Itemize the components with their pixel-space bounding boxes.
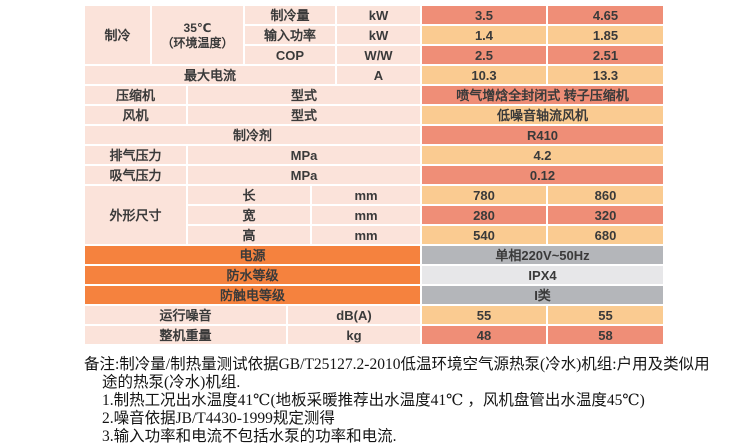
discharge-pressure-label: 排气压力 — [85, 146, 186, 164]
width-unit: mm — [312, 206, 420, 224]
discharge-pressure-value: 4.2 — [422, 146, 663, 164]
row-cooling-capacity: 制冷量 kW 3.5 4.65 — [245, 6, 663, 24]
length-value-1: 780 — [422, 186, 546, 204]
row-power-supply: 电源 单相220V~50Hz — [85, 246, 663, 264]
power-supply-label: 电源 — [85, 246, 420, 264]
row-weight: 整机重量 kg 48 58 — [85, 326, 663, 344]
row-shock-protection: 防触电等级 I类 — [85, 286, 663, 304]
waterproof-rating-value: IPX4 — [422, 266, 663, 284]
input-power-label: 输入功率 — [245, 26, 335, 44]
row-group-cooling: 制冷 35℃ （环境温度） 制冷量 kW 3.5 4.65 输入功率 kW 1.… — [85, 6, 663, 64]
row-fan: 风机 型式 低噪音轴流风机 — [85, 106, 663, 124]
refrigerant-label: 制冷剂 — [85, 126, 420, 144]
ambient-temp-value: 35℃ — [183, 20, 212, 35]
footnote-item-2: 2.噪音依据JB/T4430-1999规定测得 — [102, 410, 335, 427]
input-power-unit: kW — [337, 26, 420, 44]
fan-label: 风机 — [85, 106, 186, 124]
footnote-item-1: 1.制热工况出水温度41℃(地板采暖推荐出水温度41℃ ，风机盘管出水温度45℃… — [102, 392, 645, 409]
cooling-capacity-unit: kW — [337, 6, 420, 24]
height-value-1: 540 — [422, 226, 546, 244]
weight-unit: kg — [288, 326, 420, 344]
width-label: 宽 — [188, 206, 310, 224]
row-refrigerant: 制冷剂 R410 — [85, 126, 663, 144]
suction-pressure-value: 0.12 — [422, 166, 663, 184]
length-unit: mm — [312, 186, 420, 204]
footnotes: 备注:制冷量/制热量测试依据GB/T25127.2-2010低温环境空气源热泵(… — [84, 356, 724, 446]
cooling-capacity-value-2: 4.65 — [548, 6, 663, 24]
cop-value-2: 2.51 — [548, 46, 663, 64]
spec-table: 制冷 35℃ （环境温度） 制冷量 kW 3.5 4.65 输入功率 kW 1.… — [85, 6, 663, 346]
noise-value-1: 55 — [422, 306, 546, 324]
footnote-line-1: 备注:制冷量/制热量测试依据GB/T25127.2-2010低温环境空气源热泵(… — [84, 356, 710, 373]
cooling-capacity-label: 制冷量 — [245, 6, 335, 24]
max-current-unit: A — [337, 66, 420, 84]
noise-value-2: 55 — [548, 306, 663, 324]
cop-label: COP — [245, 46, 335, 64]
row-suction-pressure: 吸气压力 MPa 0.12 — [85, 166, 663, 184]
fan-type-value: 低噪音轴流风机 — [422, 106, 663, 124]
max-current-value-2: 13.3 — [548, 66, 663, 84]
cooling-capacity-value-1: 3.5 — [422, 6, 546, 24]
refrigerant-value: R410 — [422, 126, 663, 144]
footnote-item-3: 3.输入功率和电流不包括水泵的功率和电流. — [102, 428, 397, 445]
ambient-temp-caption: （环境温度） — [161, 35, 234, 50]
height-value-2: 680 — [548, 226, 663, 244]
row-length: 长 mm 780 860 — [188, 186, 663, 204]
row-input-power: 输入功率 kW 1.4 1.85 — [245, 26, 663, 44]
weight-value-1: 48 — [422, 326, 546, 344]
max-current-label: 最大电流 — [85, 66, 335, 84]
fan-type-label: 型式 — [188, 106, 420, 124]
length-value-2: 860 — [548, 186, 663, 204]
height-label: 高 — [188, 226, 310, 244]
input-power-value-1: 1.4 — [422, 26, 546, 44]
cooling-mode-label: 制冷 — [85, 6, 150, 64]
waterproof-rating-label: 防水等级 — [85, 266, 420, 284]
row-max-current: 最大电流 A 10.3 13.3 — [85, 66, 663, 84]
discharge-pressure-unit: MPa — [188, 146, 420, 164]
suction-pressure-unit: MPa — [188, 166, 420, 184]
weight-value-2: 58 — [548, 326, 663, 344]
max-current-value-1: 10.3 — [422, 66, 546, 84]
row-group-dimensions: 外形尺寸 长 mm 780 860 宽 mm 280 320 高 mm 540 … — [85, 186, 663, 244]
row-discharge-pressure: 排气压力 MPa 4.2 — [85, 146, 663, 164]
compressor-type-value: 喷气增焓全封闭式 转子压缩机 — [422, 86, 663, 104]
noise-unit: dB(A) — [288, 306, 420, 324]
row-cop: COP W/W 2.5 2.51 — [245, 46, 663, 64]
shock-protection-label: 防触电等级 — [85, 286, 420, 304]
compressor-label: 压缩机 — [85, 86, 186, 104]
width-value-1: 280 — [422, 206, 546, 224]
noise-label: 运行噪音 — [85, 306, 286, 324]
row-waterproof-rating: 防水等级 IPX4 — [85, 266, 663, 284]
row-compressor: 压缩机 型式 喷气增焓全封闭式 转子压缩机 — [85, 86, 663, 104]
row-width: 宽 mm 280 320 — [188, 206, 663, 224]
cooling-subrows: 制冷量 kW 3.5 4.65 输入功率 kW 1.4 1.85 COP W/W… — [245, 6, 663, 64]
length-label: 长 — [188, 186, 310, 204]
input-power-value-2: 1.85 — [548, 26, 663, 44]
row-noise: 运行噪音 dB(A) 55 55 — [85, 306, 663, 324]
cop-unit: W/W — [337, 46, 420, 64]
weight-label: 整机重量 — [85, 326, 286, 344]
height-unit: mm — [312, 226, 420, 244]
suction-pressure-label: 吸气压力 — [85, 166, 186, 184]
power-supply-value: 单相220V~50Hz — [422, 246, 663, 264]
width-value-2: 320 — [548, 206, 663, 224]
dimensions-label: 外形尺寸 — [85, 186, 186, 244]
row-height: 高 mm 540 680 — [188, 226, 663, 244]
ambient-temp-cell: 35℃ （环境温度） — [152, 6, 243, 64]
cop-value-1: 2.5 — [422, 46, 546, 64]
dimensions-subrows: 长 mm 780 860 宽 mm 280 320 高 mm 540 680 — [188, 186, 663, 244]
shock-protection-value: I类 — [422, 286, 663, 304]
footnote-line-2: 途的热泵(冷水)机组. — [102, 374, 241, 391]
compressor-type-label: 型式 — [188, 86, 420, 104]
